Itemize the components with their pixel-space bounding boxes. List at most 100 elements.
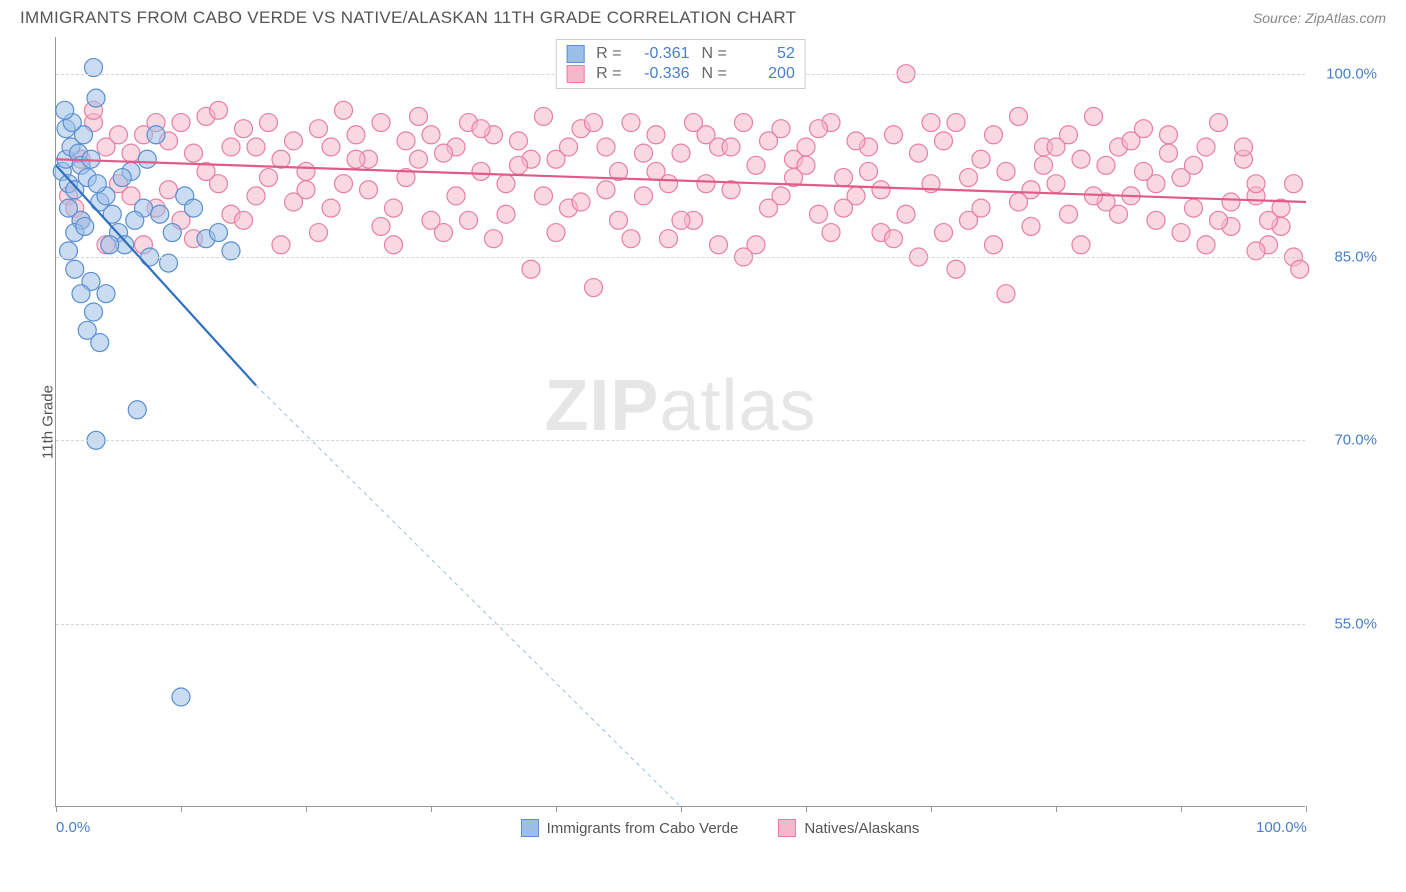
- trend-line: [56, 159, 1306, 202]
- scatter-point: [88, 175, 106, 193]
- scatter-point: [1072, 150, 1090, 168]
- scatter-point: [597, 138, 615, 156]
- scatter-point: [260, 114, 278, 132]
- scatter-point: [1160, 144, 1178, 162]
- scatter-point: [1185, 156, 1203, 174]
- scatter-point: [410, 150, 428, 168]
- scatter-point: [810, 120, 828, 138]
- scatter-point: [85, 303, 103, 321]
- scatter-point: [285, 193, 303, 211]
- scatter-point: [547, 224, 565, 242]
- scatter-point: [1010, 107, 1028, 125]
- scatter-point: [272, 236, 290, 254]
- x-tick: [1306, 806, 1307, 812]
- x-tick: [931, 806, 932, 812]
- scatter-point: [347, 150, 365, 168]
- scatter-point: [247, 138, 265, 156]
- scatter-point: [260, 169, 278, 187]
- scatter-point: [97, 285, 115, 303]
- x-tick: [681, 806, 682, 812]
- scatter-point: [285, 132, 303, 150]
- scatter-point: [510, 132, 528, 150]
- scatter-point: [535, 107, 553, 125]
- x-tick: [306, 806, 307, 812]
- scatter-point: [1035, 156, 1053, 174]
- scatter-point: [1197, 138, 1215, 156]
- scatter-point: [1210, 211, 1228, 229]
- scatter-point: [87, 89, 105, 107]
- scatter-point: [822, 224, 840, 242]
- scatter-point: [101, 236, 119, 254]
- legend-bottom: Immigrants from Cabo Verde Natives/Alask…: [55, 819, 1385, 837]
- scatter-point: [1222, 193, 1240, 211]
- scatter-point: [597, 181, 615, 199]
- scatter-point: [322, 138, 340, 156]
- scatter-point: [1097, 156, 1115, 174]
- chart-container: 11th Grade ZIPatlas R = -0.361 N = 52 R …: [55, 37, 1385, 807]
- legend-item: Natives/Alaskans: [778, 819, 919, 837]
- legend-swatch-icon: [521, 819, 539, 837]
- scatter-point: [222, 138, 240, 156]
- scatter-point: [372, 217, 390, 235]
- scatter-point: [1210, 114, 1228, 132]
- x-tick: [1056, 806, 1057, 812]
- scatter-point: [622, 114, 640, 132]
- scatter-point: [660, 230, 678, 248]
- scatter-point: [697, 175, 715, 193]
- scatter-point: [210, 224, 228, 242]
- scatter-point: [622, 230, 640, 248]
- scatter-point: [710, 236, 728, 254]
- gridline: [56, 624, 1305, 625]
- scatter-point: [1260, 211, 1278, 229]
- scatter-point: [910, 144, 928, 162]
- scatter-point: [635, 144, 653, 162]
- legend-stats-row: R = -0.336 N = 200: [566, 64, 795, 84]
- scatter-point: [422, 211, 440, 229]
- scatter-point: [1085, 107, 1103, 125]
- scatter-point: [322, 199, 340, 217]
- scatter-point: [760, 132, 778, 150]
- scatter-point: [997, 162, 1015, 180]
- scatter-point: [66, 260, 84, 278]
- scatter-point: [585, 279, 603, 297]
- scatter-point: [522, 260, 540, 278]
- scatter-point: [185, 144, 203, 162]
- scatter-point: [272, 150, 290, 168]
- scatter-point: [138, 150, 156, 168]
- scatter-point: [810, 205, 828, 223]
- scatter-point: [163, 224, 181, 242]
- scatter-point: [422, 126, 440, 144]
- scatter-point: [147, 126, 165, 144]
- source-label: Source: ZipAtlas.com: [1253, 10, 1386, 26]
- y-tick-label: 100.0%: [1326, 65, 1377, 82]
- scatter-point: [385, 236, 403, 254]
- scatter-point: [91, 334, 109, 352]
- scatter-point: [947, 260, 965, 278]
- scatter-point: [110, 126, 128, 144]
- scatter-point: [647, 126, 665, 144]
- scatter-point: [997, 285, 1015, 303]
- scatter-point: [647, 162, 665, 180]
- scatter-point: [860, 162, 878, 180]
- chart-title: IMMIGRANTS FROM CABO VERDE VS NATIVE/ALA…: [20, 8, 796, 28]
- scatter-point: [572, 193, 590, 211]
- scatter-point: [1022, 217, 1040, 235]
- scatter-point: [497, 175, 515, 193]
- scatter-point: [385, 199, 403, 217]
- scatter-point: [210, 101, 228, 119]
- scatter-point: [1285, 175, 1303, 193]
- scatter-point: [335, 101, 353, 119]
- y-axis-label: 11th Grade: [39, 385, 56, 459]
- scatter-point: [485, 230, 503, 248]
- scatter-point: [1135, 162, 1153, 180]
- scatter-point: [397, 132, 415, 150]
- x-tick: [806, 806, 807, 812]
- scatter-point: [1047, 138, 1065, 156]
- gridline: [56, 257, 1305, 258]
- scatter-point: [460, 211, 478, 229]
- scatter-point: [410, 107, 428, 125]
- scatter-point: [835, 169, 853, 187]
- legend-swatch-icon: [778, 819, 796, 837]
- scatter-point: [510, 156, 528, 174]
- scatter-point: [935, 224, 953, 242]
